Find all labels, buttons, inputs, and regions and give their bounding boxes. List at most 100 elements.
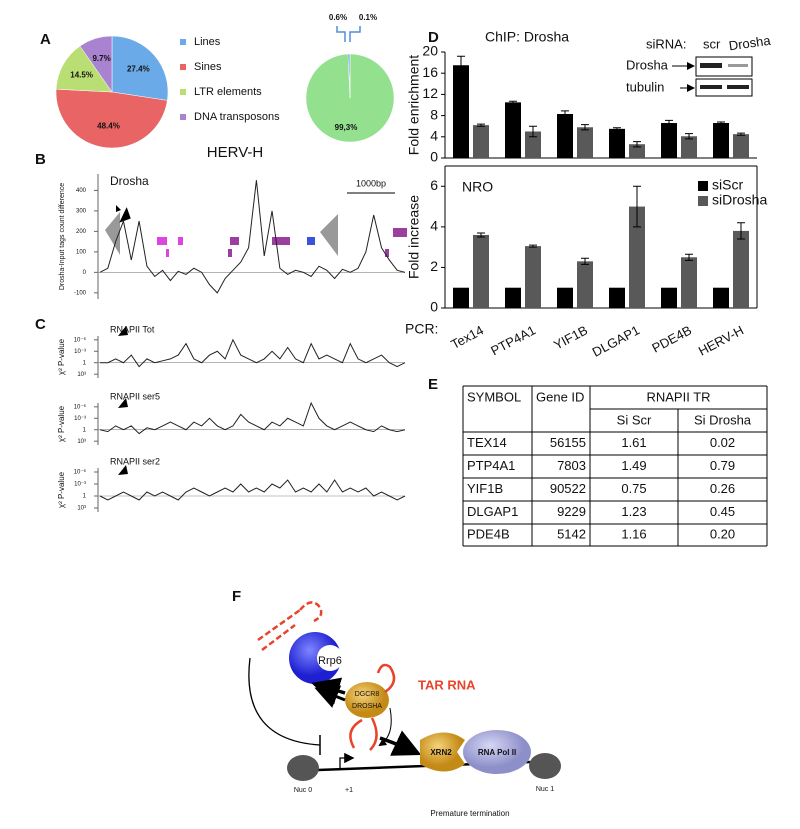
bar	[505, 287, 521, 308]
chart-title: NRO	[462, 179, 493, 195]
table-cell: 7803	[557, 458, 586, 473]
bar	[661, 123, 677, 158]
bar	[453, 65, 469, 158]
value-label: 27.4%	[127, 64, 150, 73]
bar	[713, 287, 729, 308]
signal-trace	[99, 401, 406, 435]
signal-trace	[99, 479, 406, 501]
panel-label: C	[35, 316, 46, 333]
error-bar	[685, 133, 693, 140]
y-axis-label: Fold increase	[406, 195, 422, 279]
rna-label: TAR RNA	[418, 677, 476, 692]
y-tick-label: -100	[74, 290, 87, 296]
blot-header: siRNA:	[646, 36, 686, 51]
y-axis-label: Fold enrichment	[406, 55, 422, 155]
y-tick-label: 2	[430, 258, 438, 274]
bar	[609, 128, 625, 158]
legend-swatch	[180, 64, 186, 70]
protein-label: DROSHA	[352, 703, 382, 710]
y-tick-label: 12	[422, 85, 438, 101]
track-label: RNAPII ser2	[110, 456, 160, 466]
protein-label: Rrp6	[318, 655, 342, 667]
error-bar	[509, 100, 517, 104]
table-cell: 0.02	[710, 435, 735, 450]
table-cell: 9229	[557, 504, 586, 519]
y-tick-label: 1	[83, 360, 87, 366]
nucleosome-label: Nuc 1	[536, 786, 554, 793]
table-cell: 1.49	[621, 458, 646, 473]
caption: Premature termination	[430, 809, 509, 818]
table-cell: 56155	[550, 435, 586, 450]
table-cell: DLGAP1	[467, 504, 518, 519]
bar	[557, 287, 573, 308]
y-tick-label: 0	[430, 149, 438, 165]
table-header: RNAPII TR	[646, 389, 710, 404]
legend-label: LTR elements	[194, 86, 262, 98]
y-tick-label: 400	[76, 188, 87, 194]
protein-label: XRN2	[430, 748, 452, 757]
arrowheads	[118, 207, 131, 475]
legend-label: DNA transposons	[194, 111, 280, 123]
y-tick-label: 300	[76, 208, 87, 214]
signal-trace	[99, 180, 406, 294]
x-tick-label: DLGAP1	[590, 322, 642, 359]
legend-label: Lines	[194, 36, 221, 48]
bar	[713, 123, 729, 158]
error-bar	[685, 253, 693, 261]
table-cell: 90522	[550, 481, 586, 496]
bar	[733, 230, 749, 308]
y-tick-label: 10³	[77, 506, 86, 512]
protein-label: DGCR8	[355, 691, 380, 698]
table-header: Si Drosha	[694, 412, 752, 427]
tss-label: +1	[345, 787, 353, 794]
bar	[681, 257, 697, 308]
legend-swatch	[180, 39, 186, 45]
table-cell: 0.75	[621, 481, 646, 496]
bar	[525, 246, 541, 308]
bar	[525, 131, 541, 158]
track-label: RNAPII ser5	[110, 391, 160, 401]
y-tick-label: 10⁻³	[74, 349, 86, 355]
table-cell: 1.61	[621, 435, 646, 450]
x-axis-label: PCR:	[405, 321, 438, 337]
blot-band: Drosha	[626, 57, 669, 72]
bar	[733, 134, 749, 158]
legend-swatch	[698, 196, 708, 206]
bar	[681, 136, 697, 158]
bar	[505, 102, 521, 158]
pie-slice	[79, 35, 113, 93]
blot-lane: scr	[703, 36, 721, 51]
error-bar	[477, 123, 485, 127]
error-bar	[737, 222, 745, 240]
legend-label: Sines	[194, 61, 222, 73]
y-tick-label: 0	[83, 270, 87, 276]
y-tick-label: 200	[76, 229, 87, 235]
y-tick-label: 0	[430, 299, 438, 315]
bar	[557, 114, 573, 158]
table-header: SYMBOL	[467, 389, 521, 404]
value-label: 0.6%	[329, 13, 347, 22]
bar	[453, 287, 469, 308]
y-tick-label: 10⁻⁶	[74, 469, 87, 476]
y-axis-label: χ² P-value	[57, 338, 66, 375]
track-features	[105, 192, 407, 257]
panel-label: B	[35, 151, 46, 168]
bar	[661, 287, 677, 308]
table-cell: 0.26	[710, 481, 735, 496]
error-bar	[457, 55, 465, 75]
legend-label: siScr	[712, 177, 743, 193]
error-bar	[737, 132, 745, 136]
bracket	[336, 26, 361, 42]
x-tick-label: HERV-H	[696, 322, 746, 358]
bar	[577, 127, 593, 158]
x-tick-label: Tex14	[448, 322, 486, 352]
error-bar	[529, 244, 537, 248]
y-tick-label: 8	[430, 106, 438, 122]
mechanism-diagram	[248, 601, 561, 781]
y-tick-label: 20	[422, 43, 438, 59]
error-bar	[665, 119, 673, 127]
bar	[609, 287, 625, 308]
error-bar	[529, 125, 537, 138]
error-bar	[717, 121, 725, 125]
